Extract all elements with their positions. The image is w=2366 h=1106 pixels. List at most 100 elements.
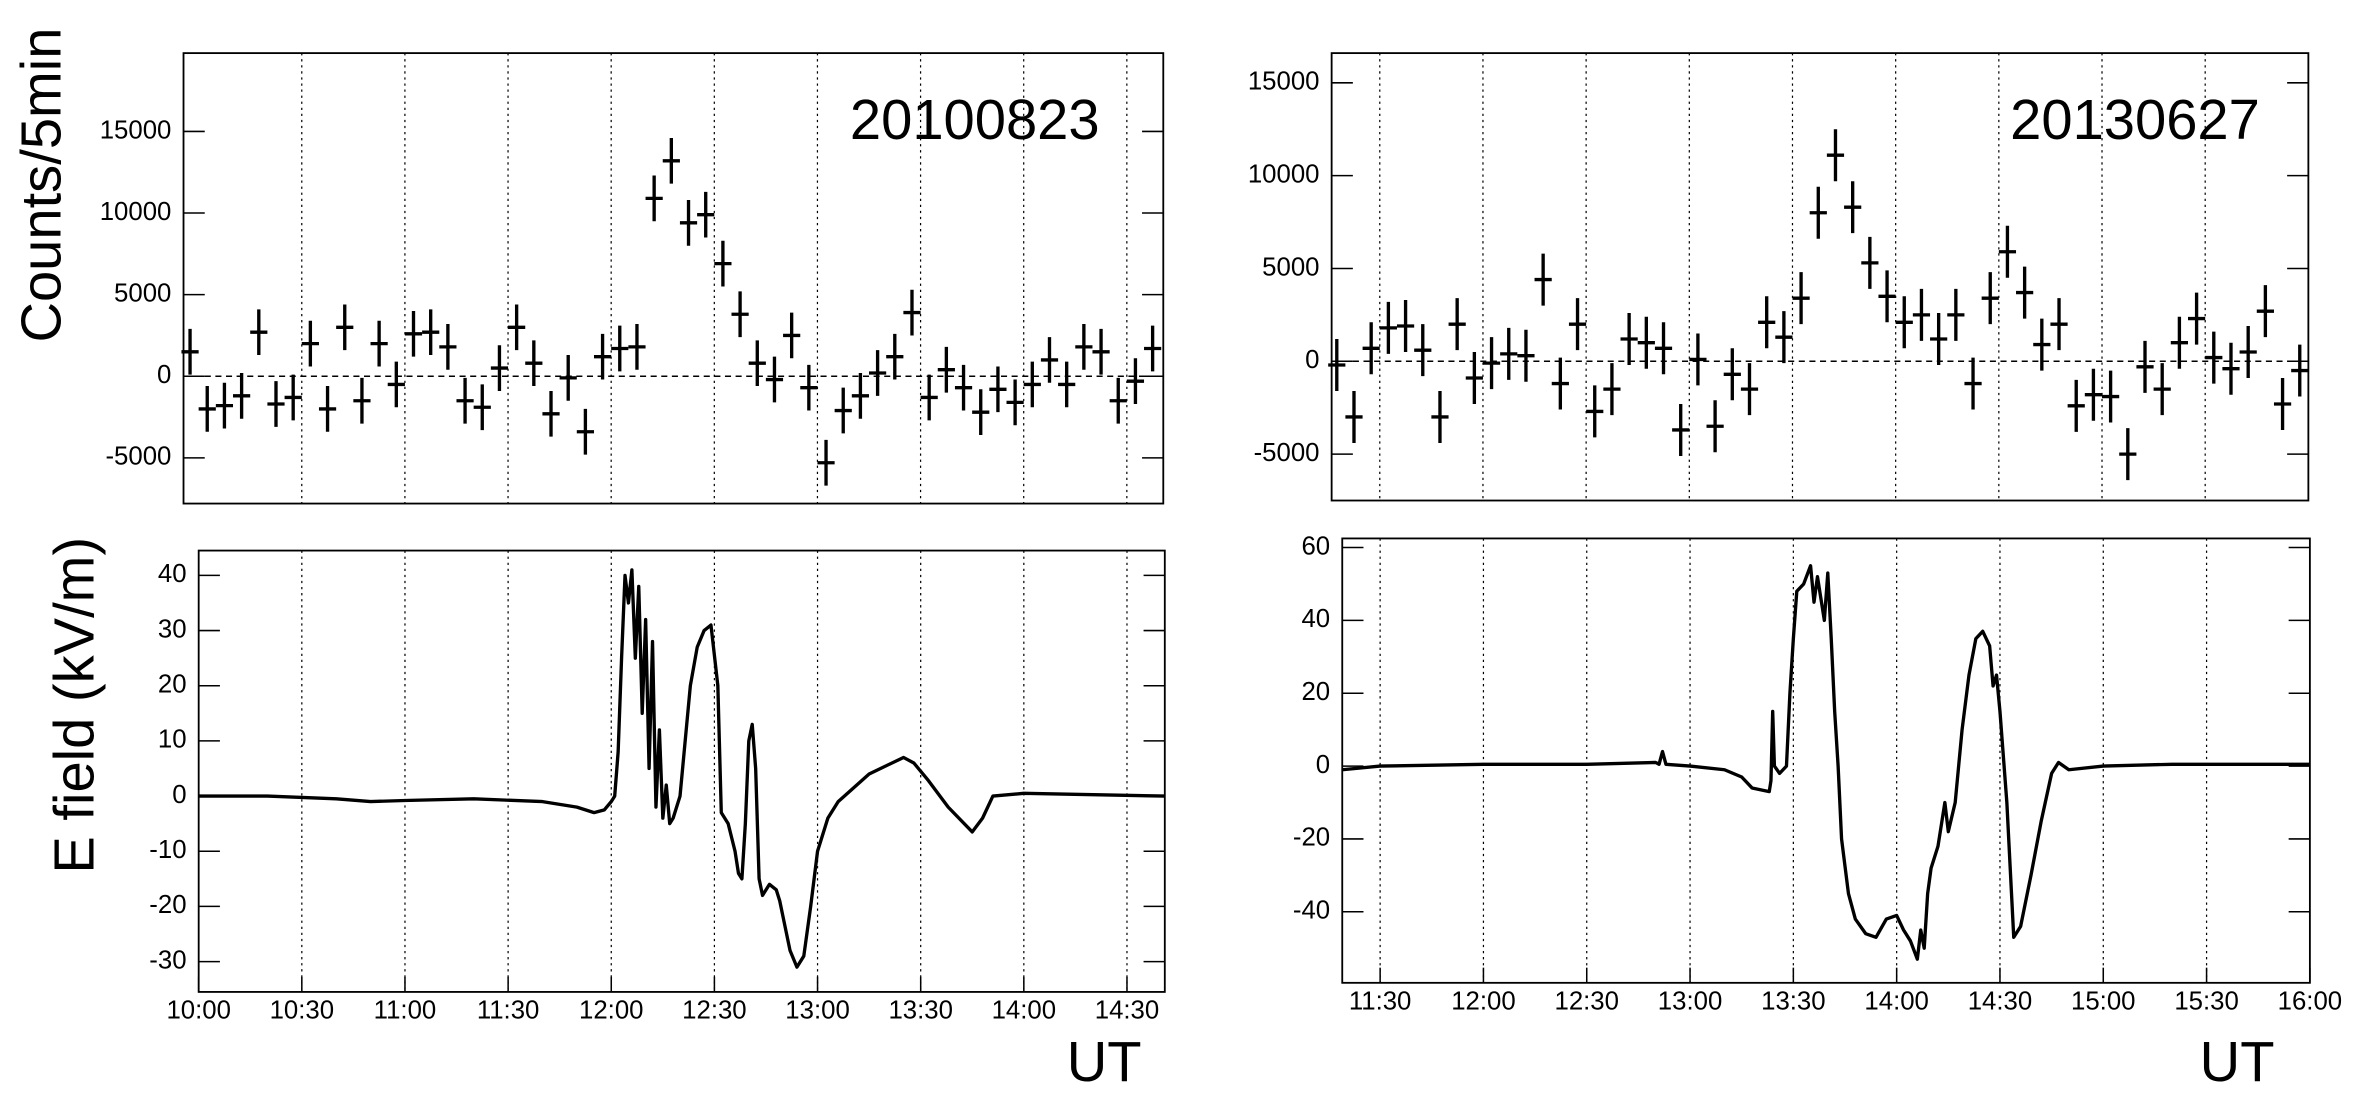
- error-bar: [1826, 129, 1845, 182]
- error-bar: [2102, 370, 2120, 423]
- error-bar: [1689, 333, 1707, 386]
- error-bar: [1912, 288, 1931, 341]
- error-bar: [1792, 272, 1810, 325]
- error-bar: [2205, 331, 2223, 384]
- error-bar: [456, 377, 474, 424]
- x-tick-label: 15:30: [2174, 987, 2238, 1015]
- error-bar: [336, 304, 354, 351]
- error-bar: [1075, 324, 1093, 370]
- y-tick-label: 0: [1305, 346, 1319, 374]
- plot-frame: [1341, 537, 2311, 984]
- x-tick-label: 13:00: [1658, 987, 1722, 1015]
- error-bar: [714, 240, 732, 287]
- error-bar: [1586, 385, 1604, 438]
- error-bar: [628, 324, 646, 370]
- y-tick-label: 40: [1301, 605, 1330, 633]
- y-tick-label: 5000: [114, 279, 171, 307]
- x-tick-label: 12:30: [1554, 987, 1618, 1015]
- x-tick-label: 12:30: [682, 996, 746, 1024]
- error-bar: [353, 377, 371, 424]
- error-bar: [886, 333, 904, 380]
- error-bar: [1448, 298, 1466, 351]
- error-bar: [1981, 272, 1999, 325]
- y-tick-label: 0: [172, 781, 186, 809]
- error-bar: [370, 320, 388, 367]
- y-tick-label: 15000: [1248, 68, 1320, 96]
- x-tick-label: 11:30: [477, 996, 540, 1024]
- date-label: 20130627: [2010, 88, 2260, 151]
- error-bar: [1740, 363, 1759, 416]
- error-bar: [800, 364, 818, 411]
- error-bar: [1568, 298, 1587, 351]
- x-tick-label: 14:00: [992, 996, 1056, 1024]
- y-tick-label: 40: [158, 560, 187, 588]
- error-bar: [2273, 377, 2292, 430]
- plot-frame: [182, 52, 1165, 505]
- error-bar: [1878, 270, 1896, 323]
- y-tick-label: 0: [157, 361, 171, 389]
- error-bar: [1998, 225, 2017, 278]
- y-tick-label: 30: [158, 615, 187, 643]
- error-bar: [2136, 340, 2154, 393]
- x-tick-label: 14:30: [1968, 987, 2032, 1015]
- x-tick-label: 13:30: [1761, 987, 1825, 1015]
- error-bar: [215, 382, 234, 429]
- error-bar: [387, 361, 405, 408]
- error-bar: [1654, 322, 1673, 375]
- error-bar: [2033, 318, 2051, 371]
- error-bar: [2119, 428, 2137, 481]
- error-bar: [937, 346, 955, 393]
- error-bar: [318, 386, 337, 432]
- x-tick-label: 10:30: [270, 996, 334, 1024]
- error-bar: [1603, 363, 1621, 416]
- error-bar: [1109, 377, 1127, 424]
- error-bar: [1379, 301, 1397, 354]
- error-bar: [1482, 337, 1501, 390]
- y-tick-label: 60: [1301, 532, 1330, 560]
- error-bar: [1620, 313, 1638, 365]
- y-tick-label: 10000: [100, 198, 172, 226]
- y-tick-label: 10: [158, 726, 187, 754]
- error-bar: [1040, 337, 1059, 383]
- error-bar: [765, 356, 784, 403]
- error-bar: [989, 366, 1007, 413]
- e-field-line: [198, 568, 1165, 969]
- error-bar: [473, 384, 491, 431]
- error-bar: [233, 372, 251, 419]
- error-bar: [2170, 316, 2188, 369]
- error-bar: [731, 291, 749, 338]
- error-bar: [920, 374, 938, 421]
- e-field-line: [1342, 564, 2310, 961]
- error-bar: [1431, 390, 1449, 443]
- error-bar: [1723, 348, 1741, 401]
- y-tick-label: 15000: [100, 116, 172, 144]
- error-bar: [1517, 329, 1535, 382]
- y-tick-label: -5000: [105, 443, 171, 471]
- error-bar: [611, 325, 629, 372]
- error-bar: [2016, 266, 2034, 319]
- y-tick-label: 0: [1316, 751, 1330, 779]
- error-bar: [1930, 313, 1948, 365]
- y-tick-label: 10000: [1248, 160, 1320, 188]
- error-bar: [748, 340, 766, 387]
- error-bar: [697, 191, 715, 238]
- x-tick-label: 10:00: [166, 996, 230, 1024]
- x-tick-label: 15:00: [2071, 987, 2135, 1015]
- error-bar: [301, 320, 319, 367]
- error-bar: [250, 309, 268, 356]
- error-bar: [542, 390, 560, 437]
- error-bar: [1861, 236, 1879, 289]
- error-bar: [284, 374, 302, 421]
- error-bar: [490, 345, 509, 391]
- error-bar: [1006, 379, 1024, 426]
- error-bar: [404, 310, 423, 357]
- error-bar: [439, 324, 457, 370]
- error-bar: [267, 381, 285, 427]
- error-bar: [1551, 357, 1569, 410]
- error-bar: [1534, 253, 1552, 306]
- error-bar: [1414, 324, 1432, 377]
- error-bar: [851, 372, 870, 419]
- x-tick-label: 12:00: [579, 996, 643, 1024]
